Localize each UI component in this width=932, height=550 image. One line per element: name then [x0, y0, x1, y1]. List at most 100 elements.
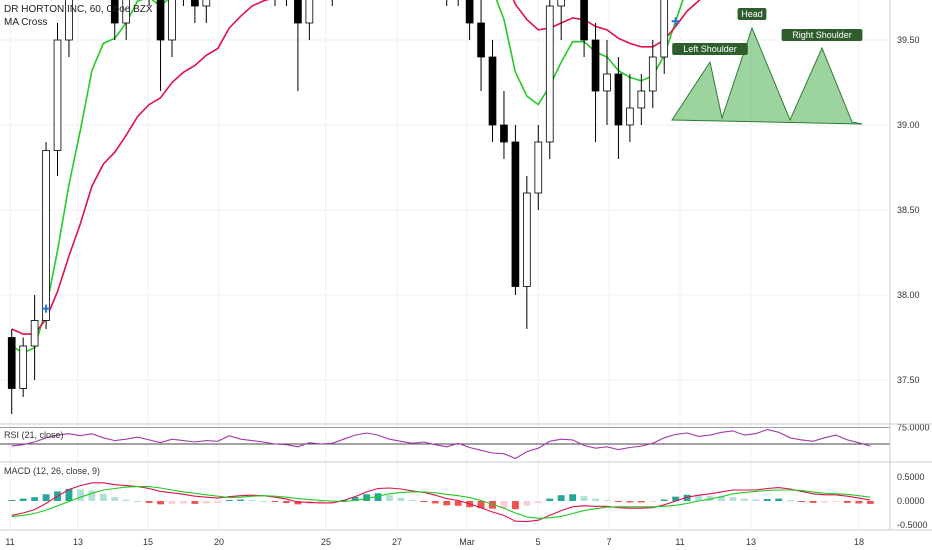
macd-histogram-bar	[202, 501, 210, 504]
macd-histogram-bar	[431, 501, 439, 504]
candle-body	[591, 39, 600, 92]
macd-histogram-bar	[237, 499, 245, 501]
ma-fast-line	[11, 0, 684, 354]
macd-histogram-bar	[19, 498, 27, 501]
candle-body	[30, 320, 39, 347]
macd-histogram-bar	[363, 494, 371, 501]
macd-histogram-bar	[42, 494, 50, 501]
macd-histogram-bar	[122, 499, 130, 501]
rsi-tick-label: 75.0000	[897, 422, 930, 432]
macd-histogram-bar	[683, 494, 691, 501]
macd-histogram-bar	[8, 500, 16, 502]
candle-body	[614, 73, 623, 126]
macd-histogram-bar	[603, 500, 611, 502]
pattern-label: Left Shoulder	[683, 44, 737, 54]
candle-body	[110, 0, 119, 24]
rsi-pane[interactable]: 75.0000	[0, 422, 930, 460]
x-tick-label: 18	[854, 537, 864, 547]
macd-histogram-bar	[157, 501, 164, 505]
macd-histogram-bar	[145, 501, 153, 503]
macd-histogram-bar	[386, 495, 393, 501]
macd-histogram-bar	[408, 500, 416, 502]
y-tick-label: 37.50	[897, 375, 920, 385]
macd-histogram-bar	[511, 501, 519, 510]
macd-histogram-bar	[546, 498, 554, 501]
macd-histogram-bar	[328, 501, 336, 503]
candle-body	[545, 5, 554, 143]
macd-histogram-bar	[225, 500, 233, 502]
indicator-label: MA Cross	[4, 17, 47, 28]
candle-body	[156, 0, 165, 41]
macd-histogram-bar	[351, 497, 359, 501]
candle-body	[465, 0, 474, 24]
candle-body	[168, 0, 176, 41]
pattern-label-box	[737, 8, 767, 20]
candle-body	[523, 192, 531, 287]
macd-histogram-bar	[786, 500, 794, 502]
pattern-label: Head	[741, 9, 763, 19]
candle-body	[534, 141, 543, 194]
macd-histogram-bar	[294, 501, 302, 505]
y-tick-label: 39.00	[897, 120, 920, 130]
macd-histogram-bar	[752, 499, 760, 501]
macd-histogram-bar	[397, 497, 405, 501]
candle-body	[122, 0, 131, 24]
macd-histogram-bar	[191, 501, 199, 504]
macd-histogram-bar	[420, 501, 428, 502]
signal-line	[11, 486, 871, 519]
ma-cross-marker	[671, 17, 680, 26]
x-tick-label: 20	[214, 537, 224, 547]
macd-histogram-bar	[111, 497, 119, 501]
candle-body	[626, 107, 634, 126]
macd-histogram-bar	[580, 496, 588, 501]
x-tick-label: 7	[606, 537, 611, 547]
macd-histogram-bar	[866, 501, 874, 504]
x-tick-label: 25	[321, 537, 331, 547]
pattern-label: Right Shoulder	[792, 30, 852, 40]
macd-pane[interactable]: 0.5000 0.0000 -0.5000	[8, 472, 928, 530]
x-tick-label: 11	[5, 537, 14, 547]
macd-histogram-bar	[706, 495, 714, 501]
macd-histogram-bar	[615, 501, 622, 502]
macd-histogram-bar	[477, 501, 485, 509]
x-tick-label: 15	[143, 537, 153, 547]
macd-histogram-bar	[283, 501, 290, 503]
pattern-label-box	[781, 29, 863, 41]
macd-histogram-bar	[729, 497, 737, 501]
macd-histogram-bar	[180, 501, 187, 504]
candle-body	[53, 39, 62, 151]
candle-body	[65, 0, 73, 41]
x-tick-label: 13	[73, 537, 83, 547]
macd-histogram-bar	[660, 499, 668, 501]
x-tick-label: 27	[392, 537, 402, 547]
macd-histogram-bar	[809, 501, 817, 503]
macd-histogram-bar	[271, 501, 279, 502]
macd-histogram-bar	[637, 501, 645, 503]
candle-body	[488, 56, 497, 126]
macd-histogram-bar	[443, 501, 451, 506]
macd-histogram-bar	[76, 489, 84, 501]
macd-histogram-bar	[248, 500, 256, 502]
candle-body	[648, 56, 657, 92]
rsi-title: RSI (21, close)	[4, 430, 64, 440]
macd-histogram-bar	[695, 495, 702, 501]
ma-cross-marker	[42, 304, 51, 313]
pattern-label-box	[672, 43, 748, 55]
macd-tick-label: -0.5000	[897, 520, 928, 530]
macd-histogram-bar	[134, 501, 142, 502]
macd-histogram-bar	[855, 501, 863, 504]
candle-body	[202, 0, 211, 7]
candle-body	[19, 345, 28, 389]
macd-histogram-bar	[99, 493, 107, 501]
candle-body	[603, 73, 611, 92]
candle-body	[7, 337, 16, 389]
macd-histogram-bar	[740, 498, 748, 501]
x-tick-label: 13	[746, 537, 756, 547]
x-tick-label: 5	[535, 537, 540, 547]
candle-body	[580, 0, 588, 41]
macd-histogram-bar	[832, 501, 840, 502]
macd-histogram-bar	[592, 498, 599, 501]
macd-histogram-bar	[65, 489, 73, 501]
